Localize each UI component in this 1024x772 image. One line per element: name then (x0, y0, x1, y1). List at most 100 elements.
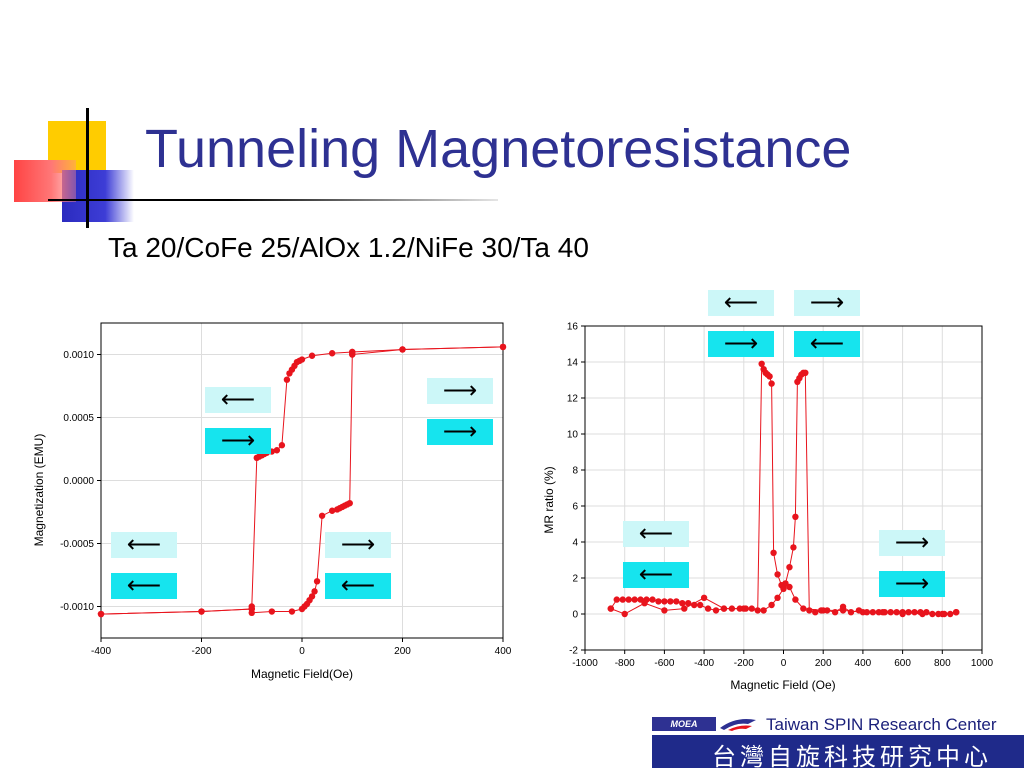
chart2-xtick-label: -600 (654, 658, 674, 669)
chart2-xtick-label: 400 (855, 658, 872, 669)
chart2-series-1-point (800, 605, 807, 612)
chart2-series-2-point (740, 605, 747, 612)
chart2-series-1-point (673, 598, 680, 605)
chart2-series-2-point (823, 607, 831, 614)
chart1-series-2-point (248, 603, 255, 610)
chart2-series-2-point (681, 605, 688, 612)
chart2-series-1-point (774, 571, 781, 578)
chart2-series-1-point (768, 380, 775, 387)
chart1-series-2-point (298, 356, 306, 363)
chart1-series-2-point (499, 343, 507, 351)
chart2-series-2-point (760, 607, 767, 614)
chart2-arrow-free-right-4: ⟶ (879, 530, 945, 556)
chart2-xtick-label: -1000 (572, 658, 598, 669)
chart1-ylabel: Magnetization (EMU) (32, 434, 46, 547)
chart2-series-1-point (667, 598, 674, 605)
chart1-xtick-label: -400 (91, 646, 111, 657)
deco-red-square (14, 160, 76, 202)
chart1-arrow-pinned-left-4: ⟵ (325, 573, 391, 599)
chart1-xtick-label: 400 (495, 646, 512, 657)
chart1-series-1-point (311, 588, 318, 595)
footer-bar (652, 735, 1024, 768)
chart2-series-2-point (806, 607, 813, 614)
chart1-series-1-point (288, 608, 296, 615)
chart2-series-2-point (812, 609, 819, 616)
chart1-ytick-label: 0.0005 (63, 413, 94, 424)
chart2-ytick-label: 12 (567, 394, 579, 405)
chart1-series-2-point (349, 351, 356, 358)
chart2-ytick-label: 10 (567, 430, 579, 441)
chart2-ytick-label: 16 (567, 322, 579, 333)
footer-chinese-name: 台灣自旋科技研究中心 (712, 743, 992, 771)
chart2-series-2-point (923, 609, 930, 616)
chart1-series-2-point (399, 346, 406, 353)
chart2-series-2-point (917, 609, 924, 616)
chart2-xtick-label: 0 (781, 658, 787, 669)
chart2-series-1-point (619, 596, 626, 603)
chart2-series-2-point (905, 609, 912, 616)
chart2-series-1-point (748, 605, 755, 612)
chart2-series-2-point (700, 594, 708, 601)
chart2-series-1-point (704, 605, 712, 612)
chart2-series-2-point (899, 610, 906, 618)
chart1-ytick-label: -0.0010 (60, 602, 94, 613)
chart2-series-2-point (780, 585, 787, 592)
chart1-series-2-point (283, 376, 291, 383)
chart2-xtick-label: 200 (815, 658, 832, 669)
chart1-series-1-point (313, 578, 321, 585)
chart2-series-2-point (786, 564, 793, 571)
chart2-series-2-point (792, 513, 799, 520)
chart2-series-2-point (847, 609, 855, 616)
chart2-series-2-point (768, 601, 775, 609)
chart2-xtick-label: 600 (894, 658, 911, 669)
chart1-arrow-free-right-4: ⟶ (325, 532, 391, 558)
chart1-arrow-free-left-3: ⟵ (111, 532, 177, 558)
chart2-xtick-label: -200 (734, 658, 754, 669)
deco-horizontal-line (48, 199, 498, 201)
chart1-series-1-point (333, 506, 341, 513)
chart2-xtick-label: 1000 (971, 658, 994, 669)
chart1-series-2-point (278, 442, 286, 449)
chart2-series-2-point (621, 610, 628, 618)
chart2-ytick-label: 14 (567, 358, 579, 369)
chart1-series (97, 343, 507, 618)
moea-logo: MOEA (652, 717, 716, 731)
chart2-series-1-point (679, 600, 686, 607)
chart1-arrow-pinned-right-2: ⟶ (427, 419, 493, 445)
chart2-series-2-point (607, 605, 615, 612)
chart1-arrow-pinned-left-3: ⟵ (111, 573, 177, 599)
chart1-ticks: -400 -200 0 200 400 -0.0010 -0.0005 0.0000 0.000… (60, 350, 512, 657)
chart2-series-2-point (893, 609, 900, 616)
chart1-xlabel: Magnetic Field(Oe) (251, 667, 353, 681)
chart2-series-1-point (690, 601, 698, 609)
chart2-xtick-label: -800 (615, 658, 635, 669)
chart1-series-2-point (328, 350, 336, 357)
chart2-ylabel: MR ratio (%) (542, 466, 556, 533)
chart2-series-1-point (631, 596, 638, 603)
chart2-series-2-point (869, 609, 877, 616)
chart1-xtick-label: 0 (299, 646, 305, 657)
chart1-ytick-label: -0.0005 (60, 539, 94, 550)
chart2-series-2-point (887, 609, 894, 616)
chart2-ytick-label: -2 (569, 646, 578, 657)
chart2-xtick-label: 800 (934, 658, 951, 669)
chart2-arrow-pinned-right-4: ⟶ (879, 571, 945, 597)
chart2-series-2-point (875, 609, 882, 616)
chart2-series-2-point (831, 609, 839, 616)
chart1-series-2-point (97, 610, 105, 618)
chart2-series-2-point (790, 544, 797, 551)
chart2-series-2-point (782, 580, 789, 587)
chart1-series-1-point (298, 605, 306, 613)
chart1-xtick-label: -200 (191, 646, 211, 657)
chart2-series-1-point (696, 601, 704, 609)
chart2-arrow-free-right-2: ⟶ (794, 290, 860, 316)
chart2-arrow-pinned-left-2: ⟵ (794, 331, 860, 357)
chart2-series-2-point (855, 607, 863, 614)
chart2-ticks: -1000 -800 -600 -400 -200 0 200 400 600 800 1000 -2… (567, 322, 994, 670)
chart1-ytick-label: 0.0000 (63, 476, 94, 487)
chart2-ytick-label: 6 (572, 502, 578, 513)
chart1-series-2-point (308, 352, 316, 359)
chart2-xlabel: Magnetic Field (Oe) (730, 678, 835, 692)
chart2-series-2-point (935, 610, 942, 618)
